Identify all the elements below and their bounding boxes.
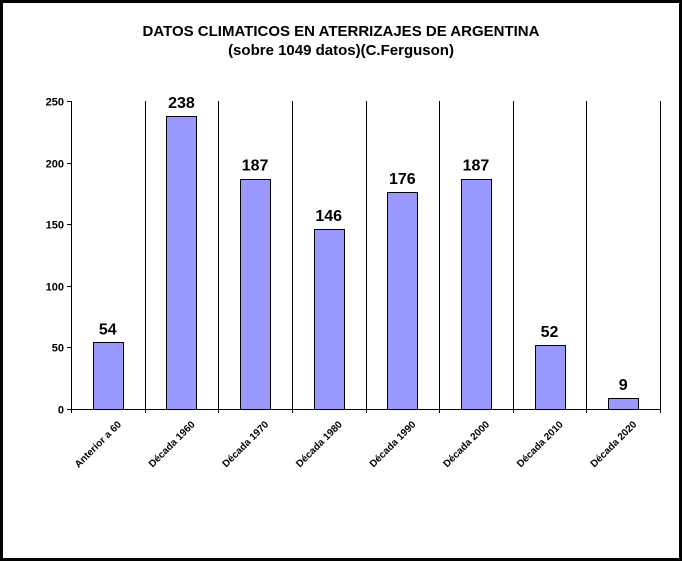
bar: [387, 192, 418, 410]
bar: [166, 116, 197, 410]
chart-title-block: DATOS CLIMATICOS EN ATERRIZAJES DE ARGEN…: [3, 22, 679, 60]
x-category-label: Década 1960: [147, 419, 198, 470]
bar: [461, 179, 492, 410]
x-category-label: Década 1980: [294, 419, 345, 470]
bar: [535, 345, 566, 410]
x-category-label: Década 1990: [368, 419, 419, 470]
chart-frame: DATOS CLIMATICOS EN ATERRIZAJES DE ARGEN…: [3, 3, 679, 558]
bar-value-label: 176: [389, 171, 416, 188]
bar-value-label: 9: [619, 377, 628, 394]
chart-title: DATOS CLIMATICOS EN ATERRIZAJES DE ARGEN…: [142, 23, 540, 40]
x-category-label: Década 2000: [441, 419, 492, 470]
y-tick-label: 200: [46, 159, 64, 171]
y-tick-label: 150: [46, 220, 64, 232]
y-tick-label: 50: [52, 343, 64, 355]
y-tick-label: 250: [46, 97, 64, 109]
bar-value-label: 52: [541, 324, 559, 341]
bar-value-label: 187: [463, 158, 490, 175]
bar: [314, 229, 345, 410]
bar-value-label: 146: [315, 208, 342, 225]
bar-chart: 0 50 100 150 200 250 54 Anterior a 60 238 Década …: [46, 95, 661, 470]
bar: [93, 342, 124, 410]
bar: [240, 179, 271, 410]
y-tick-label: 0: [58, 405, 64, 417]
x-category-label: Década 1970: [221, 419, 272, 470]
x-category-label: Década 2010: [515, 419, 566, 470]
chart-subtitle: (sobre 1049 datos)(C.Ferguson): [228, 42, 454, 59]
x-category-label: Anterior a 60: [73, 419, 124, 470]
bar-value-label: 187: [242, 158, 269, 175]
bar-value-label: 54: [99, 321, 117, 338]
bar: [608, 398, 639, 410]
y-tick-label: 100: [46, 282, 64, 294]
x-category-label: Década 2020: [589, 419, 640, 470]
bar-value-label: 238: [168, 95, 195, 112]
